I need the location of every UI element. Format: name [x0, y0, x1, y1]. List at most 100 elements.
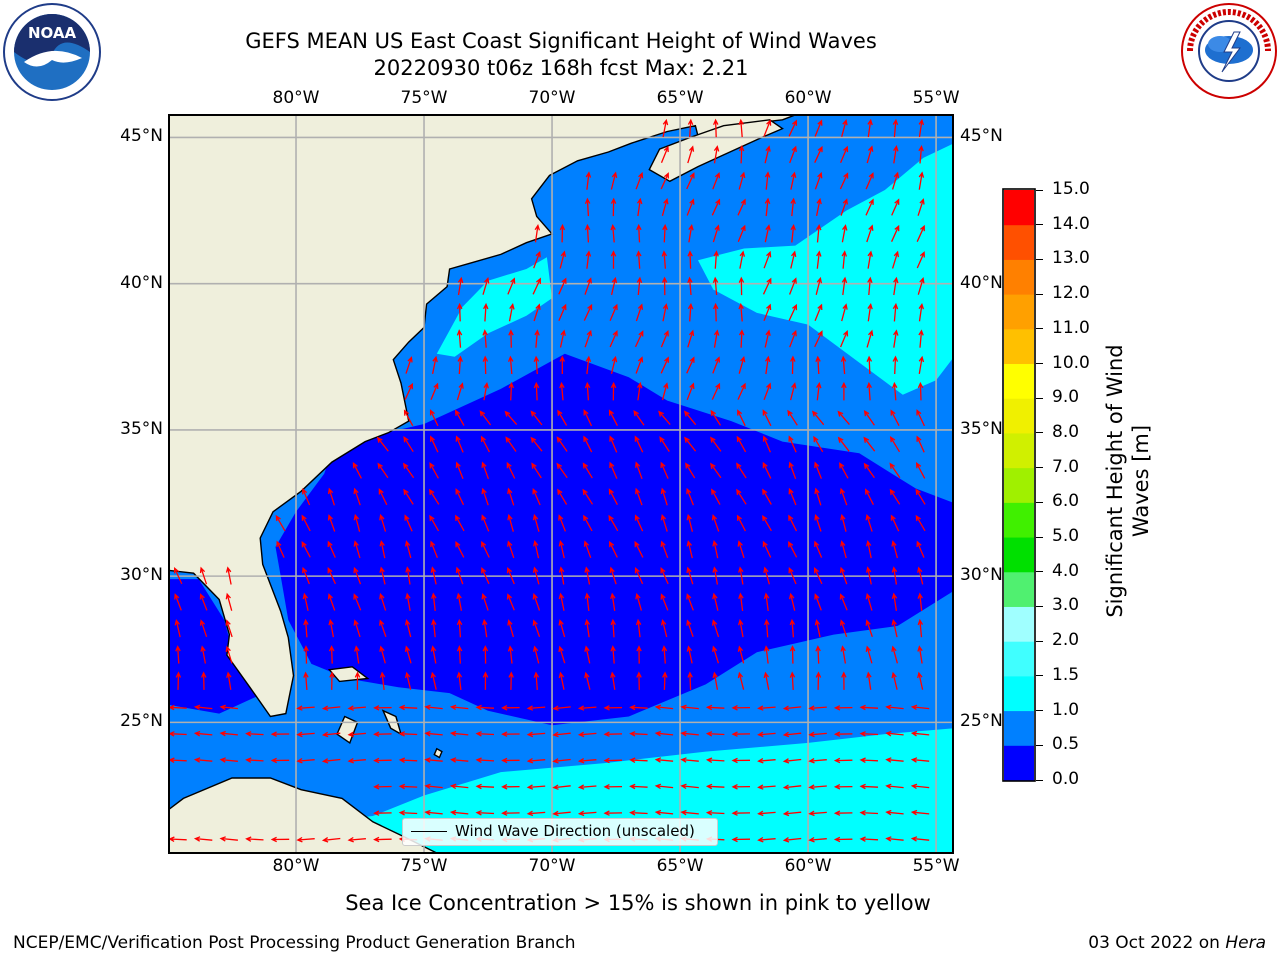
- wave-direction-arrow: [603, 757, 623, 764]
- wave-direction-arrow: [558, 303, 567, 321]
- wave-direction-arrow: [865, 488, 874, 505]
- wave-direction-arrow: [654, 704, 674, 711]
- wave-direction-arrow: [660, 330, 669, 348]
- wave-direction-arrow: [737, 618, 744, 638]
- wave-direction-arrow: [456, 302, 463, 322]
- wave-direction-arrow: [429, 462, 439, 479]
- wave-direction-arrow: [891, 224, 900, 242]
- wave-direction-arrow: [245, 757, 264, 763]
- wave-direction-arrow: [379, 513, 387, 532]
- wave-direction-arrow: [270, 731, 290, 737]
- wave-direction-arrow: [583, 409, 593, 427]
- wave-direction-arrow: [891, 198, 900, 216]
- wave-direction-arrow: [808, 705, 827, 711]
- wave-direction-arrow: [456, 645, 463, 664]
- wave-direction-arrow: [526, 731, 546, 738]
- wave-direction-arrow: [660, 461, 669, 479]
- wave-direction-arrow: [863, 436, 876, 452]
- wave-direction-arrow: [226, 671, 232, 690]
- wave-direction-arrow: [610, 250, 617, 269]
- wave-direction-arrow: [705, 704, 725, 711]
- wave-direction-arrow: [885, 809, 904, 816]
- wave-direction-arrow: [501, 705, 520, 711]
- wave-direction-arrow: [916, 540, 925, 558]
- wave-direction-arrow: [840, 355, 847, 375]
- wave-direction-arrow: [661, 197, 669, 216]
- wave-direction-arrow: [193, 836, 213, 842]
- colorbar-tick-mark: [1036, 363, 1043, 365]
- wave-direction-arrow: [456, 592, 463, 611]
- wave-direction-arrow: [814, 540, 823, 558]
- wave-direction-arrow: [816, 381, 822, 401]
- wave-direction-arrow: [584, 592, 591, 611]
- wave-direction-arrow: [885, 757, 904, 763]
- wave-direction-arrow: [738, 592, 744, 611]
- lon-label-top-2: 70°W: [528, 88, 576, 108]
- lat-label-right-2: 35°N: [960, 418, 1003, 439]
- wave-direction-arrow: [219, 836, 238, 842]
- wave-direction-arrow: [893, 276, 899, 296]
- wave-direction-arrow: [738, 118, 744, 138]
- wave-direction-arrow: [867, 276, 873, 296]
- wave-direction-arrow: [762, 488, 772, 505]
- wave-direction-arrow: [840, 198, 848, 216]
- wave-direction-arrow: [270, 836, 290, 843]
- wave-direction-arrow: [816, 250, 822, 269]
- wave-direction-arrow: [813, 435, 824, 453]
- wave-direction-arrow: [782, 837, 802, 843]
- wave-direction-arrow: [839, 462, 849, 479]
- colorbar-tick-mark: [1036, 675, 1043, 677]
- wave-direction-arrow: [353, 593, 362, 611]
- wave-direction-arrow: [839, 619, 848, 638]
- wave-direction-arrow: [837, 436, 850, 452]
- wave-direction-arrow: [840, 645, 847, 664]
- wave-direction-arrow: [302, 592, 309, 611]
- wave-direction-arrow: [711, 198, 721, 216]
- wave-direction-arrow: [763, 592, 770, 611]
- wave-direction-arrow: [790, 224, 796, 243]
- wave-direction-arrow: [405, 356, 413, 374]
- wave-direction-arrow: [859, 836, 879, 842]
- wave-direction-arrow: [814, 303, 823, 322]
- wave-direction-arrow: [712, 645, 720, 664]
- wave-direction-arrow: [603, 810, 623, 816]
- wave-direction-arrow: [559, 381, 565, 401]
- wave-direction-arrow: [424, 704, 443, 711]
- sea-ice-note: Sea Ice Concentration > 15% is shown in …: [345, 891, 931, 915]
- wave-direction-arrow: [431, 618, 437, 638]
- wave-direction-arrow: [199, 566, 208, 585]
- wave-direction-arrow: [686, 513, 694, 532]
- lat-label-left-4: 25°N: [120, 711, 163, 732]
- colorbar-tick-mark: [1036, 293, 1043, 295]
- wave-direction-arrow: [482, 276, 490, 295]
- wave-direction-arrow: [398, 783, 418, 790]
- wave-direction-arrow: [508, 671, 514, 690]
- colorbar-segment: [1004, 745, 1034, 781]
- wave-direction-arrow: [609, 435, 618, 453]
- wave-direction-arrow: [634, 330, 644, 348]
- wave-direction-arrow: [405, 566, 411, 585]
- colorbar-tick-label: 10.0: [1052, 352, 1090, 373]
- wave-direction-arrow: [225, 619, 233, 638]
- wave-direction-arrow: [731, 757, 751, 764]
- wave-direction-arrow: [712, 276, 719, 296]
- wave-direction-arrow: [788, 514, 798, 532]
- wave-direction-arrow: [429, 488, 440, 505]
- wave-direction-arrow: [815, 645, 821, 664]
- colorbar-tick-mark: [1036, 640, 1043, 642]
- wave-direction-arrow: [582, 462, 593, 479]
- wave-direction-arrow: [662, 671, 668, 690]
- lat-label-left-2: 35°N: [120, 418, 163, 439]
- colorbar-segment: [1004, 571, 1034, 607]
- wave-direction-arrow: [405, 592, 411, 611]
- wave-direction-arrow: [885, 783, 904, 790]
- wave-direction-arrow: [353, 487, 361, 506]
- wave-direction-arrow: [629, 731, 648, 737]
- wave-direction-arrow: [859, 731, 879, 737]
- lon-label-bottom-1: 75°W: [400, 856, 448, 876]
- wave-direction-arrow: [833, 705, 853, 711]
- wave-direction-arrow: [603, 705, 623, 711]
- wave-direction-arrow: [584, 223, 591, 243]
- wave-direction-arrow: [687, 276, 693, 296]
- wave-direction-arrow: [635, 356, 644, 374]
